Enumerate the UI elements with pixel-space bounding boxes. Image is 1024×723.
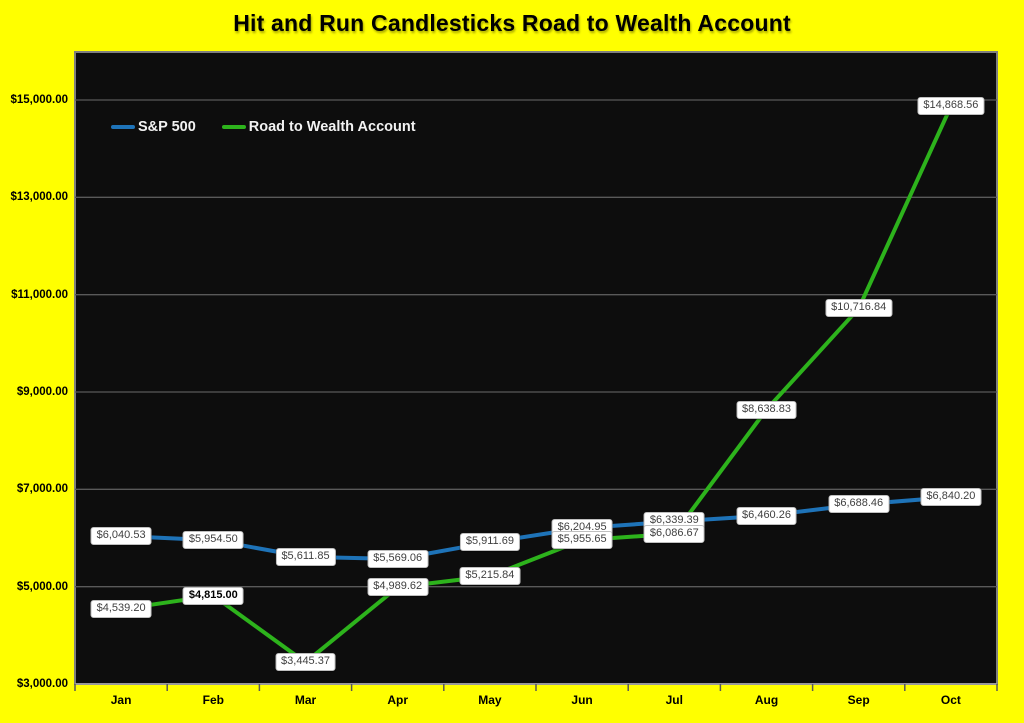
legend-item-sp500: S&P 500 [111, 119, 196, 135]
legend-label-sp500: S&P 500 [138, 119, 196, 135]
series-line-road-to-wealth-account [119, 104, 953, 665]
chart-legend: S&P 500 Road to Wealth Account [111, 119, 416, 135]
legend-label-road-to-wealth: Road to Wealth Account [248, 119, 416, 135]
legend-item-road-to-wealth: Road to Wealth Account [221, 119, 416, 135]
sp500-line-swatch-icon [111, 125, 135, 129]
series-line-s-p-500 [119, 495, 953, 561]
road-to-wealth-line-swatch-icon [221, 125, 246, 129]
plot-area [74, 51, 998, 685]
chart-title: Hit and Run Candlesticks Road to Wealth … [233, 10, 791, 36]
